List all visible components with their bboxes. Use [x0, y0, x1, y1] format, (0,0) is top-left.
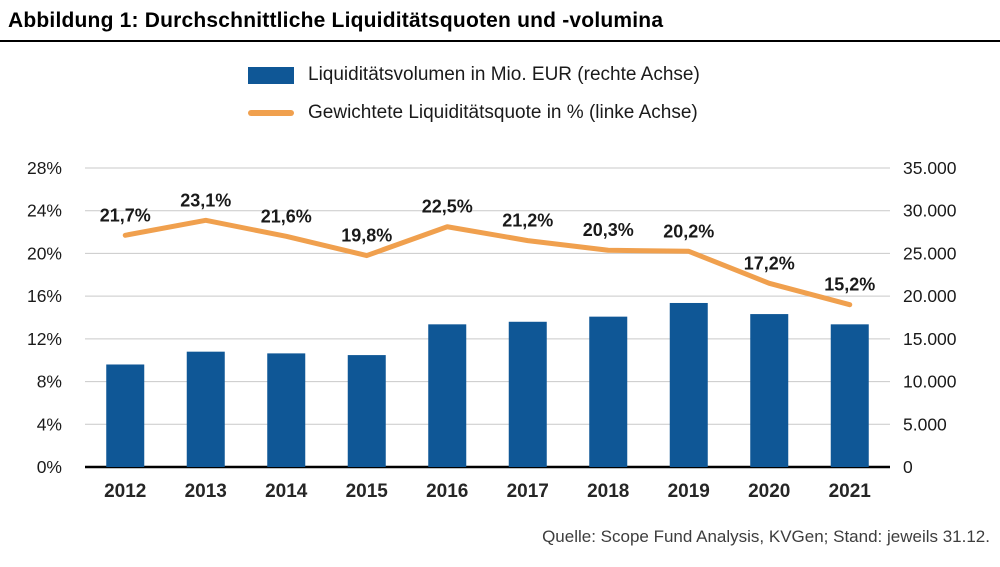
right-axis-tick: 30.000	[903, 201, 957, 221]
left-axis-tick: 28%	[27, 158, 62, 178]
right-axis-tick: 0	[903, 457, 913, 477]
legend-item-volume: Liquiditätsvolumen in Mio. EUR (rechte A…	[248, 64, 700, 86]
x-axis-category-label: 2021	[829, 481, 872, 502]
legend-label-quote: Gewichtete Liquiditätsquote in % (linke …	[308, 102, 698, 123]
volume-bar	[589, 316, 628, 467]
x-axis-category-label: 2019	[668, 481, 710, 502]
left-axis-tick: 8%	[37, 372, 62, 392]
quote-data-label: 20,3%	[583, 220, 634, 240]
quote-data-label: 17,2%	[744, 253, 795, 273]
combo-chart: 0% 0 4% 5.000 8% 10.000 12% 15.000 16% 20.000 20% 2…	[27, 158, 957, 502]
volume-bar	[508, 321, 547, 467]
left-axis-tick: 16%	[27, 286, 62, 306]
x-axis-category-label: 2020	[748, 481, 790, 502]
quote-data-label: 19,8%	[341, 226, 392, 246]
x-axis-category-label: 2016	[426, 481, 468, 502]
volume-bar	[106, 364, 145, 467]
bar-swatch-icon	[248, 66, 294, 84]
chart-legend: Liquiditätsvolumen in Mio. EUR (rechte A…	[248, 64, 700, 124]
volume-bar	[186, 351, 225, 467]
right-axis-tick: 15.000	[903, 329, 957, 349]
legend-label-volume: Liquiditätsvolumen in Mio. EUR (rechte A…	[308, 64, 700, 85]
x-axis-category-label: 2015	[346, 481, 389, 502]
quote-data-label: 22,5%	[422, 197, 473, 217]
x-axis-category-label: 2017	[507, 481, 549, 502]
x-axis-category-label: 2018	[587, 481, 629, 502]
left-axis-tick: 12%	[27, 329, 62, 349]
volume-bar	[830, 324, 869, 467]
right-axis-tick: 5.000	[903, 414, 947, 434]
quote-data-label: 21,6%	[261, 206, 312, 226]
quote-data-label: 15,2%	[824, 275, 875, 295]
quote-data-label: 20,2%	[663, 221, 714, 241]
left-axis-tick: 4%	[37, 414, 62, 434]
title-divider	[0, 40, 1000, 42]
quote-data-label: 21,7%	[100, 205, 151, 225]
volume-bar	[750, 314, 789, 467]
volume-bar	[669, 302, 708, 467]
x-axis-category-label: 2014	[265, 481, 308, 502]
x-axis-category-label: 2012	[104, 481, 146, 502]
figure-title: Abbildung 1: Durchschnittliche Liquiditä…	[8, 9, 664, 32]
line-swatch-icon	[248, 110, 294, 116]
quote-data-label: 23,1%	[180, 190, 231, 210]
left-axis-tick: 24%	[27, 201, 62, 221]
right-axis-tick: 10.000	[903, 372, 957, 392]
source-note: Quelle: Scope Fund Analysis, KVGen; Stan…	[542, 527, 990, 546]
volume-bar	[347, 355, 386, 467]
quote-line	[122, 217, 853, 308]
right-axis-tick: 25.000	[903, 243, 957, 263]
x-axis-category-label: 2013	[185, 481, 227, 502]
left-axis-tick: 20%	[27, 243, 62, 263]
left-axis-tick: 0%	[37, 457, 62, 477]
right-axis-tick: 20.000	[903, 286, 957, 306]
legend-item-quote: Gewichtete Liquiditätsquote in % (linke …	[248, 102, 700, 124]
quote-data-label: 21,2%	[502, 211, 553, 231]
volume-bar	[267, 353, 306, 467]
volume-bar	[428, 324, 467, 467]
right-axis-tick: 35.000	[903, 158, 957, 178]
